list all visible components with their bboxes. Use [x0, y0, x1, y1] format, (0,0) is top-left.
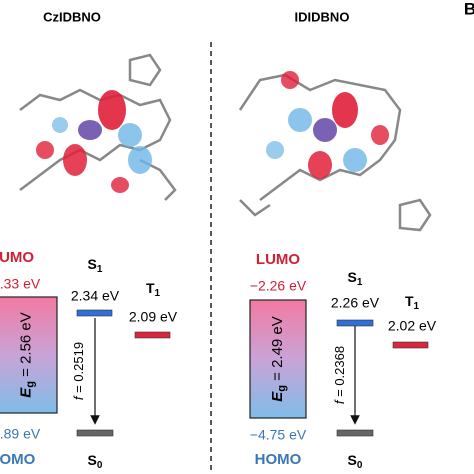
s1-energy: 2.34 eV — [71, 288, 120, 304]
s1-label: S1 — [88, 256, 103, 275]
t1-label: T1 — [405, 293, 420, 312]
t1-level — [392, 341, 429, 349]
osc-value: = 0.2519 — [71, 342, 86, 397]
gap-sub: g — [24, 381, 36, 388]
s1-level — [336, 319, 374, 327]
homo-label: HOMO — [255, 451, 302, 468]
gap-value: = 2.56 eV — [17, 312, 34, 381]
s0-letter: S — [348, 452, 357, 468]
s0-level — [336, 429, 374, 437]
s0-sub: 0 — [357, 460, 363, 471]
t1-level — [134, 331, 171, 339]
oscillator-strength: f = 0.2519 — [71, 342, 86, 400]
t1-sub: 1 — [414, 301, 420, 312]
homo-energy: −4.89 eV — [0, 426, 41, 442]
t1-energy: 2.02 eV — [388, 318, 437, 334]
homo-label: HOMO — [0, 451, 36, 468]
t1-letter: T — [405, 293, 414, 309]
gap-symbol: E — [269, 391, 286, 402]
gap-symbol: E — [17, 387, 34, 398]
orbitals-right — [266, 71, 389, 179]
lumo-energy: −2.33 eV — [0, 276, 41, 292]
osc-symbol: f — [332, 399, 347, 404]
oscillator-strength: f = 0.2368 — [332, 346, 347, 404]
lumo-energy: −2.26 eV — [250, 278, 307, 294]
gap-label: Eg = 2.56 eV — [17, 312, 36, 398]
homo-energy: −4.75 eV — [250, 427, 307, 443]
gap-value: = 2.49 eV — [269, 316, 286, 385]
s1-letter: S — [348, 269, 357, 285]
osc-symbol: f — [71, 395, 86, 400]
osc-value: = 0.2368 — [332, 346, 347, 401]
s1-energy: 2.26 eV — [331, 295, 380, 311]
t1-label: T1 — [146, 280, 161, 299]
gap-label: Eg = 2.49 eV — [269, 316, 288, 402]
s0-label: S0 — [88, 452, 103, 471]
s0-sub: 0 — [97, 460, 103, 471]
gap-box — [0, 296, 58, 414]
s1-level — [76, 309, 113, 317]
s1-label: S1 — [348, 269, 363, 288]
s1-letter: S — [88, 256, 97, 272]
orbitals-left — [36, 90, 152, 193]
lumo-label: LUMO — [0, 249, 34, 266]
s0-letter: S — [88, 452, 97, 468]
s1-sub: 1 — [97, 264, 103, 275]
gap-sub: g — [276, 385, 288, 392]
gap-box — [249, 299, 307, 419]
lumo-label: LUMO — [256, 251, 300, 268]
s0-label: S0 — [348, 452, 363, 471]
panel-title: IDIDBNO — [295, 9, 350, 24]
panel-label: B — [464, 0, 474, 18]
t1-letter: T — [146, 280, 155, 296]
s1-sub: 1 — [357, 277, 363, 288]
t1-energy: 2.09 eV — [129, 309, 178, 325]
t1-sub: 1 — [155, 288, 161, 299]
s0-level — [76, 429, 114, 437]
panel-title: CzIDBNO — [43, 9, 101, 24]
